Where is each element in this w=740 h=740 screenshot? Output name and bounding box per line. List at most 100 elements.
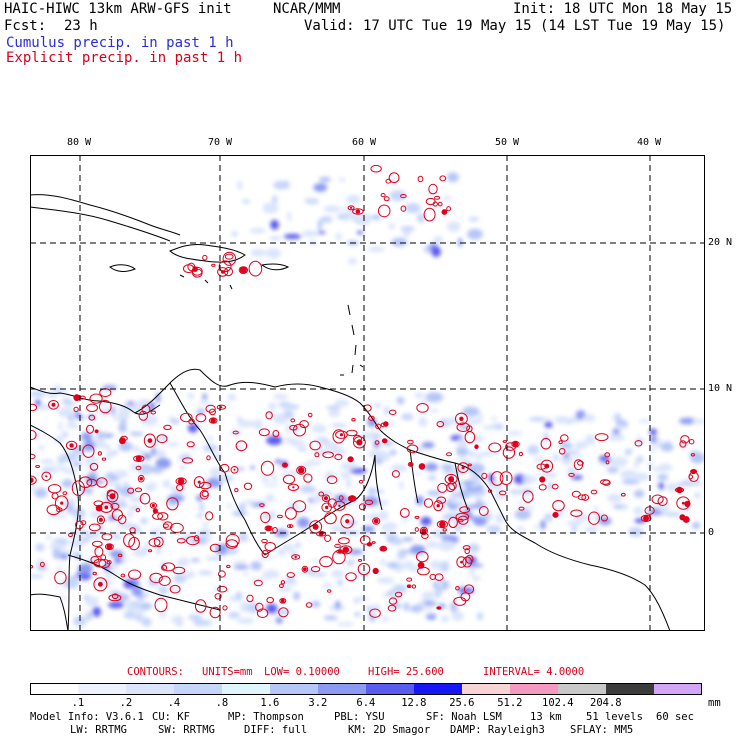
cumulus-precip-cell [367,246,385,253]
explicit-precip-contours [30,164,699,619]
cumulus-precip-cell [575,455,582,460]
explicit-precip-contour [299,420,309,429]
cumulus-precip-cell [540,471,558,479]
cumulus-precip-cell [378,577,394,584]
explicit-precip-contour [416,403,429,413]
explicit-precip-contour [490,471,504,486]
explicit-precip-contour [571,490,581,498]
cumulus-precip-cell [48,514,56,519]
cumulus-precip-cell [159,610,167,619]
cumulus-precip-cell [335,232,342,241]
legend-explicit: Explicit precip. in past 1 h [6,50,243,66]
lat-label-10n: 10 N [708,383,733,394]
explicit-precip-contour [446,483,456,493]
cumulus-precip-cell [515,526,525,531]
explicit-precip-contour [292,500,307,513]
explicit-precip-contour [560,434,569,442]
cumulus-precip-cell [665,482,680,492]
cumulus-precip-cell [155,392,161,404]
cu-scheme: CU: KF [152,711,190,723]
explicit-precip-contour [222,251,237,266]
explicit-precip-contour [226,564,231,569]
cumulus-precip-cell [130,463,137,472]
explicit-precip-contour [65,440,78,450]
cumulus-precip-cell [638,419,650,424]
cumulus-precip-cell [148,466,164,473]
cumulus-precip-cell [470,474,484,481]
cumulus-precip-cell [159,436,169,441]
cumulus-precip-cell [416,213,426,223]
cumulus-precip-cell [345,478,352,489]
explicit-precip-contour [314,452,320,458]
cumulus-precip-cell [414,471,421,476]
explicit-precip-core [372,567,379,575]
explicit-precip-core [109,493,116,500]
explicit-precip-contour [605,460,610,465]
explicit-precip-contour [676,496,691,510]
explicit-precip-contour [588,511,600,525]
explicit-precip-contour [414,515,420,519]
cumulus-precip-cell [658,505,670,514]
cumulus-precip-cell [442,512,460,521]
cumulus-precip-cell [354,612,361,617]
cumulus-precip-cell [433,235,443,244]
explicit-precip-contour [99,399,112,414]
cumulus-precip-cell [131,587,144,597]
explicit-precip-contour [407,462,414,467]
lon-label-80w: 80 W [67,137,92,148]
explicit-precip-contour [154,597,168,613]
cumulus-precip-cell [391,237,408,247]
cumulus-precip-cell [621,505,626,511]
explicit-precip-core [691,468,697,475]
cumulus-precip-cell [445,417,460,426]
cumulus-precip-cell [129,497,146,502]
cumulus-precip-cell [106,450,115,456]
explicit-precip-contour [577,460,584,466]
cumulus-precip-cell [298,438,304,447]
explicit-precip-contour [399,508,410,518]
guyana-border [374,449,469,511]
explicit-precip-contour [211,263,216,267]
cumulus-precip-cell [607,434,626,442]
cumulus-precip-cell [244,499,257,505]
cumulus-precip-cell [471,575,481,581]
cumulus-precip-cell [380,525,386,530]
time-step: 60 sec [656,711,694,723]
lw-scheme: LW: RRTMG [70,724,127,736]
explicit-precip-contour [258,428,270,437]
explicit-precip-contour [176,538,186,544]
cumulus-precip-cell [657,474,669,481]
cumulus-precip-cell [310,600,321,608]
colorbar-tick-label: 1.6 [260,697,280,709]
colorbar-swatch [222,683,271,695]
cumulus-precip-cell [384,406,390,416]
small-islands [179,274,364,376]
explicit-precip-contour [467,463,472,467]
explicit-precip-contour [234,488,239,493]
explicit-precip-core [552,512,559,518]
explicit-precip-contour [388,409,397,415]
cumulus-precip-cell [634,460,639,469]
cumulus-precip-cell [83,456,100,465]
cumulus-precip-cell [446,172,459,183]
model-info-line-1: Model Info: V3.6.1 CU: KF MP: Thompson P… [30,711,710,724]
cumulus-precip-cell [112,503,129,508]
explicit-precip-contour [182,457,194,464]
explicit-precip-contour [640,514,652,522]
cumulus-precip-cell [660,442,674,452]
explicit-precip-contour [111,509,124,521]
cumulus-precip-cell [36,565,48,571]
cumulus-precip-cell [543,432,549,443]
cumulus-precip-cell [374,403,381,408]
explicit-precip-contour [94,546,104,557]
explicit-precip-contour [436,520,448,529]
lon-label-70w: 70 W [208,137,233,148]
cumulus-precip-cell [366,605,373,614]
explicit-precip-contour [218,570,226,578]
cumulus-precip-cell [607,493,623,503]
cumulus-precip-cell [151,447,156,457]
cumulus-precip-cell [414,392,425,399]
cumulus-precip-cell [140,414,158,422]
cumulus-precip-cell [213,587,220,591]
colorbar [30,683,702,695]
